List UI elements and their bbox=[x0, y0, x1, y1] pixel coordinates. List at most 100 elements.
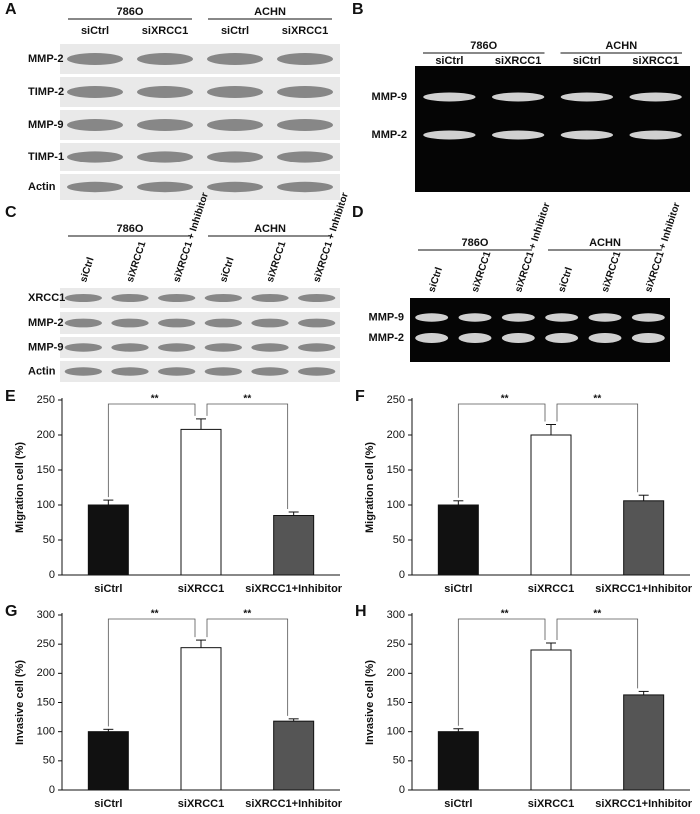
blot-band bbox=[158, 318, 196, 328]
x-tick-label: siXRCC1+Inhibitor bbox=[595, 798, 693, 810]
gel-band bbox=[545, 313, 579, 322]
blot-band bbox=[204, 294, 242, 302]
bar bbox=[623, 694, 665, 791]
lane-label: siXRCC1 bbox=[470, 250, 494, 294]
y-tick-label: 100 bbox=[37, 726, 55, 738]
y-tick-label: 100 bbox=[37, 499, 55, 511]
y-tick-label: 300 bbox=[37, 609, 55, 621]
gel-band bbox=[629, 130, 682, 140]
lane-label: siCtrl bbox=[218, 256, 236, 284]
y-tick-label: 250 bbox=[37, 394, 55, 406]
blot-band bbox=[277, 86, 333, 98]
lane-label: siXRCC1 + Inhibitor bbox=[643, 201, 682, 294]
blot-band bbox=[207, 181, 263, 193]
significance-bracket bbox=[107, 618, 196, 727]
x-tick-label: siXRCC1 bbox=[178, 798, 224, 810]
y-tick-label: 150 bbox=[387, 464, 405, 476]
row-label: TIMP-2 bbox=[28, 86, 64, 98]
group-label: ACHN bbox=[254, 6, 286, 18]
row-label: MMP-2 bbox=[372, 129, 407, 141]
x-tick-label: siCtrl bbox=[444, 583, 472, 595]
significance-bracket bbox=[457, 403, 546, 498]
group-label: 786O bbox=[470, 40, 497, 52]
significance-label: ** bbox=[151, 609, 159, 620]
group-label: ACHN bbox=[589, 237, 621, 249]
y-tick-label: 150 bbox=[37, 464, 55, 476]
lane-label: siCtrl bbox=[81, 25, 109, 37]
x-tick-label: siCtrl bbox=[94, 583, 122, 595]
gel-band bbox=[492, 92, 545, 102]
gel-image bbox=[415, 66, 690, 192]
blot-band bbox=[204, 343, 242, 352]
blot-band bbox=[207, 86, 263, 98]
panel-letter: A bbox=[5, 1, 17, 18]
blot-band bbox=[277, 119, 333, 131]
gel-band bbox=[492, 130, 545, 140]
blot-band bbox=[251, 367, 289, 376]
y-tick-label: 50 bbox=[43, 534, 55, 546]
lane-label: siXRCC1 bbox=[125, 240, 149, 284]
x-tick-label: siXRCC1 bbox=[178, 583, 224, 595]
significance-bracket bbox=[107, 403, 196, 498]
blot-band bbox=[111, 367, 149, 376]
blot-band bbox=[67, 53, 123, 65]
blot-band bbox=[67, 86, 123, 98]
blot-band bbox=[251, 318, 289, 328]
blot-strip bbox=[60, 110, 340, 140]
blot-band bbox=[204, 367, 242, 376]
row-label: TIMP-1 bbox=[28, 151, 64, 163]
gel-band bbox=[631, 333, 665, 343]
bar bbox=[273, 515, 315, 576]
group-label: 786O bbox=[117, 223, 144, 235]
y-tick-label: 0 bbox=[49, 784, 55, 796]
lane-label: siCtrl bbox=[427, 266, 445, 294]
blot-band bbox=[64, 367, 102, 376]
significance-label: ** bbox=[501, 609, 509, 620]
blot-band bbox=[207, 119, 263, 131]
blot-band bbox=[277, 53, 333, 65]
gel-band bbox=[560, 92, 613, 102]
y-tick-label: 200 bbox=[387, 667, 405, 679]
lane-label: siXRCC1 bbox=[600, 250, 624, 294]
x-tick-label: siCtrl bbox=[94, 798, 122, 810]
significance-bracket bbox=[556, 618, 639, 689]
blot-band bbox=[111, 318, 149, 328]
x-tick-label: siCtrl bbox=[444, 798, 472, 810]
blot-band bbox=[67, 119, 123, 131]
gel-band bbox=[458, 333, 492, 343]
lane-label: siXRCC1 bbox=[282, 25, 328, 37]
bar bbox=[87, 731, 129, 791]
y-tick-label: 200 bbox=[37, 429, 55, 441]
gel-band bbox=[458, 313, 492, 322]
y-tick-label: 0 bbox=[49, 569, 55, 581]
significance-bracket bbox=[206, 618, 289, 716]
significance-label: ** bbox=[151, 394, 159, 405]
panel-letter: C bbox=[5, 204, 17, 221]
blot-band bbox=[137, 119, 193, 131]
y-tick-label: 250 bbox=[387, 638, 405, 650]
row-label: MMP-9 bbox=[372, 91, 407, 103]
blot-band bbox=[158, 294, 196, 302]
blot-band bbox=[298, 367, 336, 376]
gel-band bbox=[423, 92, 476, 102]
blot-band bbox=[64, 343, 102, 352]
blot-band bbox=[251, 294, 289, 302]
bar bbox=[180, 428, 222, 576]
y-tick-label: 50 bbox=[393, 534, 405, 546]
y-axis-label: Invasive cell (%) bbox=[364, 660, 376, 745]
lane-label: siXRCC1 + Inhibitor bbox=[513, 201, 552, 294]
x-tick-label: siXRCC1+Inhibitor bbox=[245, 798, 343, 810]
blot-band bbox=[204, 318, 242, 328]
y-axis-label: Invasive cell (%) bbox=[14, 660, 26, 745]
row-label: Actin bbox=[28, 365, 56, 377]
y-tick-label: 150 bbox=[387, 696, 405, 708]
lane-label: siXRCC1 + Inhibitor bbox=[312, 191, 351, 284]
blot-band bbox=[251, 343, 289, 352]
blot-band bbox=[207, 53, 263, 65]
bar bbox=[623, 500, 665, 576]
panel-letter: E bbox=[5, 388, 16, 405]
blot-band bbox=[137, 151, 193, 163]
bar bbox=[437, 504, 479, 576]
bar bbox=[530, 434, 572, 576]
y-tick-label: 50 bbox=[43, 755, 55, 767]
